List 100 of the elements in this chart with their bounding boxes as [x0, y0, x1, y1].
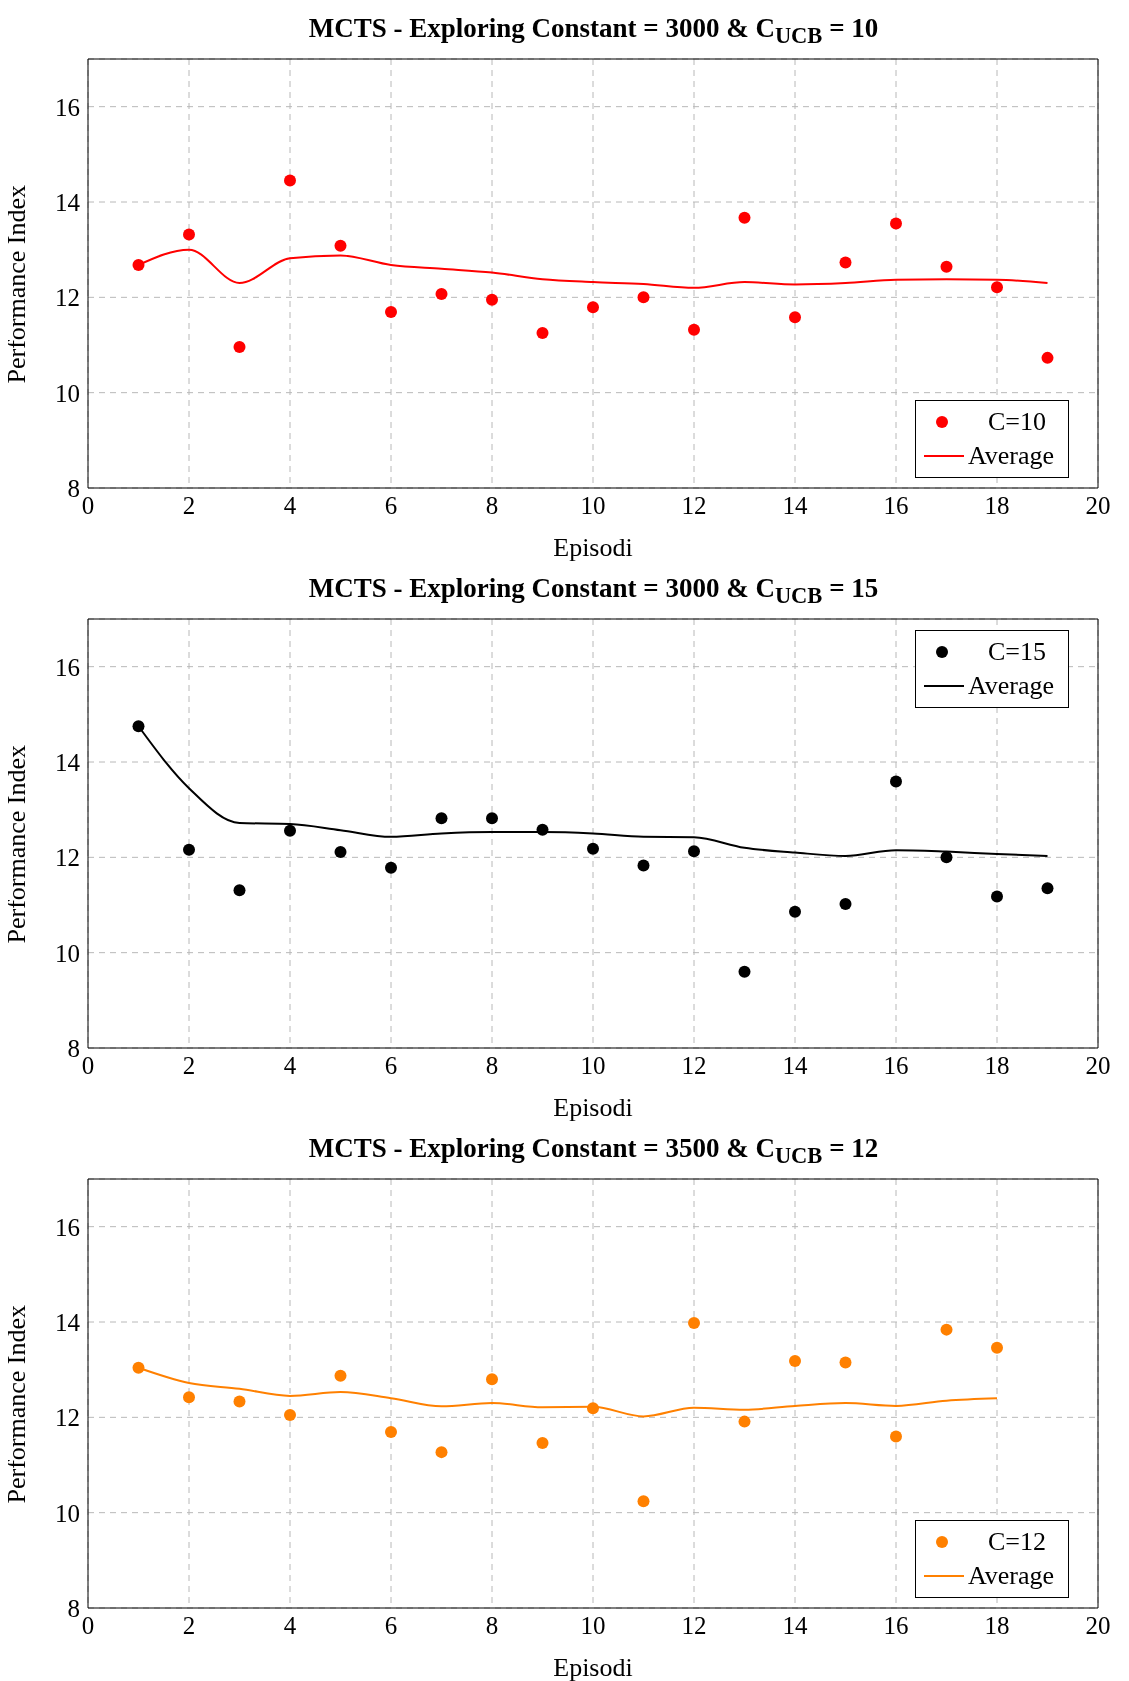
y-tick-label: 14 [55, 748, 81, 776]
point [536, 823, 549, 836]
point [991, 1341, 1003, 1354]
point [233, 1395, 246, 1408]
y-tick-label: 8 [67, 1594, 80, 1622]
point [789, 311, 801, 324]
point [486, 812, 498, 825]
x-tick-label: 2 [182, 1611, 196, 1639]
x-axis-title: Episodi [553, 533, 633, 562]
y-tick-label: 14 [55, 188, 81, 216]
point [991, 281, 1003, 294]
legend-label: Average [967, 441, 1054, 471]
point [940, 851, 953, 864]
legend-label: C=10 [987, 407, 1046, 437]
x-tick-label: 16 [883, 1611, 909, 1639]
x-tick-label: 14 [782, 1051, 808, 1079]
point [637, 291, 650, 304]
x-tick-label: 18 [984, 1611, 1010, 1639]
x-tick-label: 8 [485, 1051, 499, 1079]
x-tick-label: 6 [384, 1051, 398, 1079]
x-tick-label: 6 [384, 491, 398, 519]
point [233, 340, 246, 353]
chart-title: MCTS - Exploring Constant = 3000 & C$_{UCB}$ = 10 [307, 12, 880, 49]
x-tick-label: 4 [283, 1051, 297, 1079]
x-tick-label: 12 [681, 1611, 707, 1639]
y-tick-label: 12 [55, 284, 80, 312]
x-tick-label: 18 [984, 1051, 1010, 1079]
point [284, 824, 296, 837]
x-tick-label: 16 [883, 491, 909, 519]
x-tick-label: 10 [580, 491, 606, 519]
x-tick-label: 18 [984, 491, 1010, 519]
x-axis-title: Episodi [553, 1093, 633, 1122]
point [132, 258, 145, 271]
legend-label: Average [967, 671, 1054, 701]
point [536, 1437, 549, 1450]
point [385, 861, 397, 874]
point [688, 845, 700, 858]
point [435, 1446, 448, 1459]
x-tick-label: 4 [283, 1611, 297, 1639]
point [738, 965, 751, 978]
point [940, 1323, 953, 1336]
y-tick-label: 10 [55, 939, 80, 967]
point [132, 1361, 145, 1374]
point [839, 256, 852, 269]
x-tick-label: 2 [182, 1051, 196, 1079]
point [940, 260, 953, 273]
y-tick-label: 10 [55, 1499, 80, 1527]
y-tick-label: 8 [67, 474, 80, 502]
x-tick-label: 20 [1085, 1611, 1111, 1639]
point [789, 905, 801, 918]
point [132, 720, 145, 733]
point [587, 842, 599, 855]
point [334, 1369, 347, 1382]
x-tick-label: 0 [81, 491, 95, 519]
point [890, 217, 902, 230]
x-tick-label: 6 [384, 1611, 398, 1639]
y-tick-label: 16 [55, 653, 80, 681]
point [688, 1316, 700, 1329]
x-tick-label: 20 [1085, 491, 1111, 519]
point [536, 327, 549, 340]
legend-label: C=15 [987, 637, 1046, 667]
point [385, 306, 397, 319]
point [789, 1355, 801, 1368]
point [334, 239, 347, 252]
x-tick-label: 12 [681, 491, 707, 519]
x-tick-label: 10 [580, 1611, 606, 1639]
point [688, 323, 700, 336]
point [183, 843, 195, 856]
x-tick-label: 10 [580, 1051, 606, 1079]
y-tick-label: 12 [55, 1404, 80, 1432]
point [486, 293, 498, 306]
point [637, 1495, 650, 1508]
point [233, 884, 246, 897]
point [435, 288, 448, 300]
point [890, 1430, 902, 1443]
point [1041, 351, 1054, 364]
point [284, 1408, 296, 1421]
point [839, 898, 852, 911]
point [991, 890, 1003, 903]
point [435, 812, 448, 825]
point [334, 846, 347, 859]
y-tick-label: 16 [55, 93, 80, 121]
y-tick-label: 8 [67, 1034, 80, 1062]
point [890, 775, 902, 788]
x-tick-label: 14 [782, 1611, 808, 1639]
x-tick-label: 8 [485, 1611, 499, 1639]
x-tick-label: 8 [485, 491, 499, 519]
legend-label: Average [967, 1561, 1054, 1591]
x-tick-label: 12 [681, 1051, 707, 1079]
x-axis-title: Episodi [553, 1653, 633, 1681]
x-tick-label: 14 [782, 491, 808, 519]
point [183, 1391, 195, 1404]
point [738, 211, 751, 224]
point [738, 1415, 751, 1428]
y-tick-label: 14 [55, 1308, 81, 1336]
point [587, 301, 599, 314]
x-tick-label: 20 [1085, 1051, 1111, 1079]
y-tick-label: 10 [55, 379, 80, 407]
x-tick-label: 0 [81, 1051, 95, 1079]
point [183, 228, 195, 241]
